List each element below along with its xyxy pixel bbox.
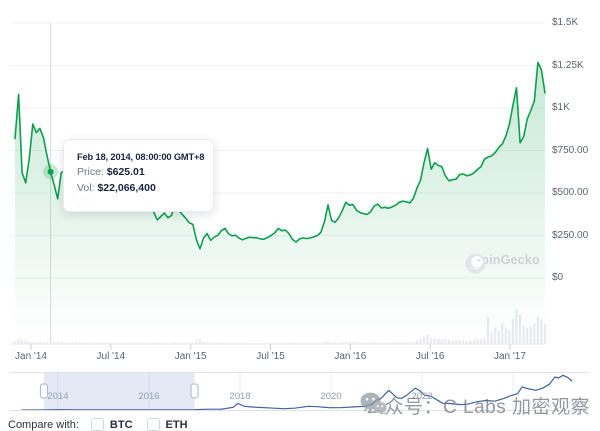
compare-eth-label: ETH	[165, 418, 188, 431]
navigator-right-handle[interactable]	[190, 383, 199, 399]
navigator-left-handle[interactable]	[39, 383, 48, 399]
coingecko-logo-icon	[465, 253, 486, 274]
y-axis-label: $500.00	[552, 187, 589, 198]
x-axis-ticks	[30, 344, 511, 350]
tooltip-price-row: Price: $625.01	[77, 166, 200, 178]
wechat-watermark-text: 公众号：C Labs 加密观察	[365, 397, 590, 418]
gridlines	[10, 22, 545, 279]
navigator-year-label: 2018	[229, 391, 251, 402]
compare-btc-checkbox[interactable]	[90, 418, 104, 431]
wechat-icon	[360, 392, 387, 415]
x-axis-label: Jan '16	[334, 351, 367, 362]
x-axis-label: Jan '14	[15, 351, 47, 362]
y-axis-label: $1K	[552, 102, 570, 113]
compare-btc-label: BTC	[109, 418, 133, 431]
navigator-year-label: 2014	[47, 391, 69, 402]
navigator-frame	[10, 372, 588, 411]
x-axis-label: Jul '16	[415, 351, 445, 362]
tooltip-date: Feb 18, 2014, 08:00:00 GMT+8	[77, 152, 205, 162]
compare-eth-checkbox[interactable]	[146, 418, 160, 431]
tooltip-price-value: $625.01	[106, 166, 145, 178]
x-axis-label: Jul '14	[96, 351, 126, 362]
navigator-year-label: 2020	[320, 391, 342, 402]
x-axis-label: Jan '17	[494, 351, 526, 362]
coingecko-watermark-text: CoinGecko	[472, 253, 540, 267]
wechat-watermark: 公众号：C Labs 加密观察	[360, 392, 590, 419]
navigator-selected-range[interactable]	[43, 372, 195, 411]
coingecko-watermark: CoinGecko	[465, 253, 540, 274]
tooltip-price-label: Price:	[77, 166, 104, 178]
tooltip-vol-row: Vol: $22,066,400	[77, 182, 200, 194]
tooltip-vol-value: $22,066,400	[97, 182, 156, 194]
navigator-series-line	[21, 374, 573, 411]
y-axis-label: $1.5K	[552, 17, 579, 28]
y-axis-label: $1.25K	[552, 59, 584, 71]
y-axis-label: $750.00	[552, 144, 589, 156]
hover-marker	[47, 168, 54, 175]
y-axis-label: $250.00	[552, 229, 589, 241]
navigator-gridlines	[57, 372, 514, 411]
x-axis-label: Jan '15	[174, 351, 207, 362]
chart-tooltip: Feb 18, 2014, 08:00:00 GMT+8 Price: $625…	[63, 139, 214, 212]
navigator-year-label: 2016	[138, 391, 160, 402]
navigator-year-label: 2022	[411, 391, 433, 402]
compare-with-row: Compare with: BTC ETH	[8, 418, 202, 431]
tooltip-vol-label: Vol:	[77, 182, 95, 194]
compare-with-label: Compare with:	[8, 418, 79, 431]
y-axis-label: $0	[552, 272, 564, 283]
price-area-fill	[15, 62, 545, 345]
x-axis-label: Jul '15	[256, 351, 285, 362]
